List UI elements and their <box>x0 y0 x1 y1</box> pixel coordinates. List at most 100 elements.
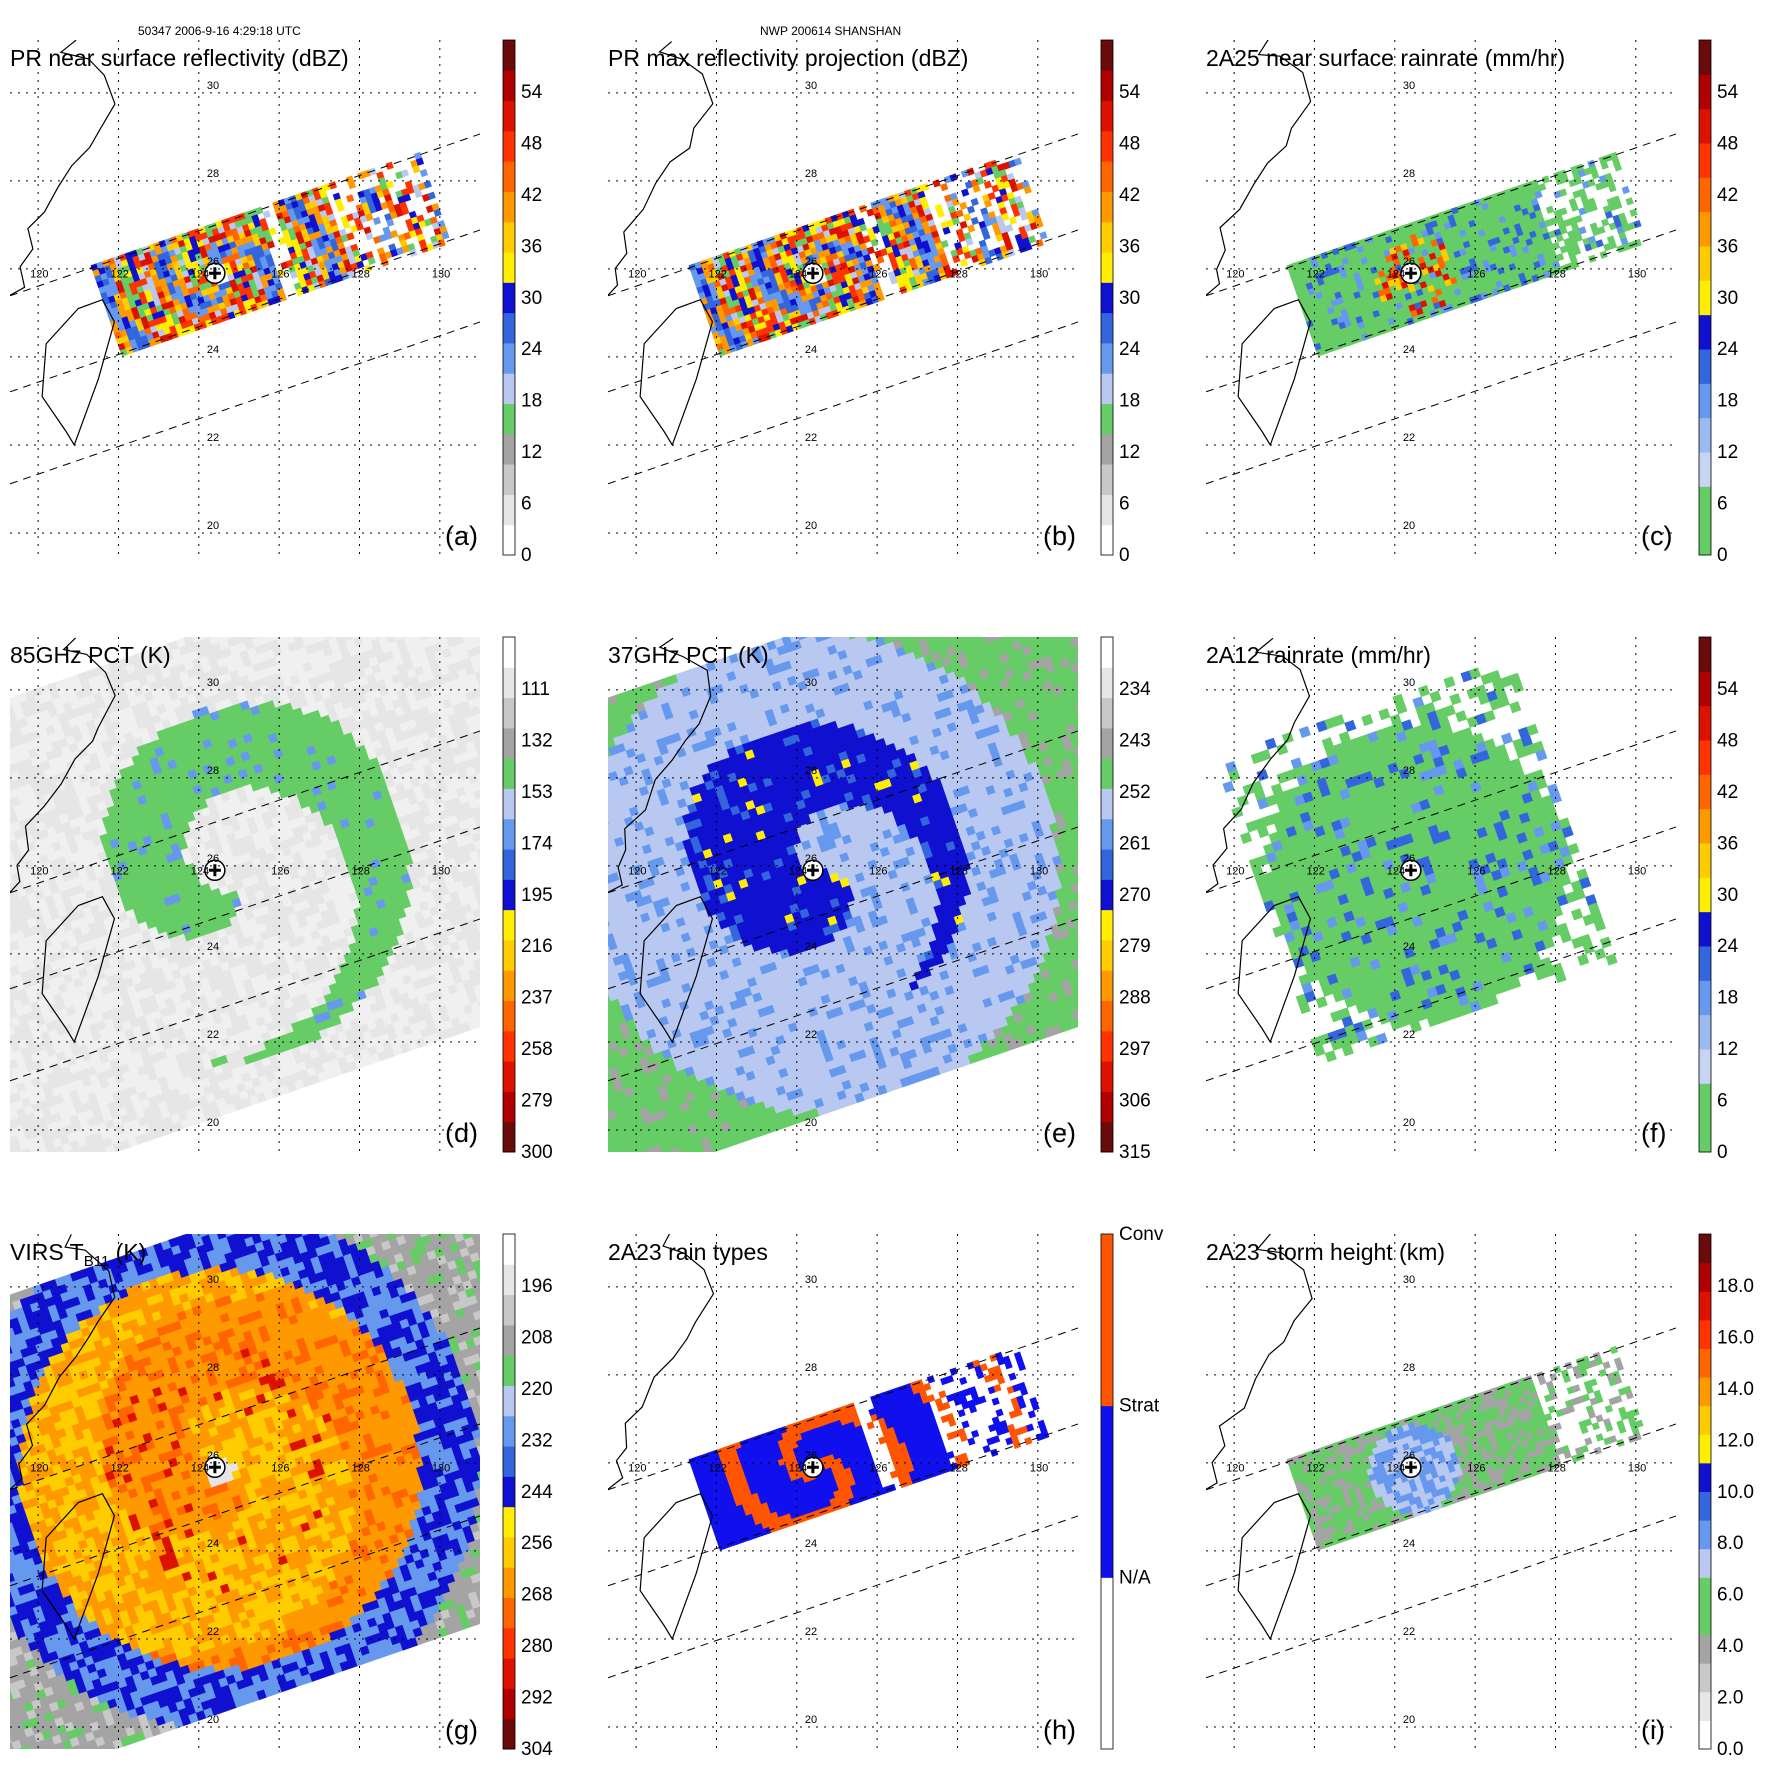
colorbar-segment <box>1699 1434 1711 1464</box>
data-field <box>608 637 1078 1152</box>
colorbar-tick: 54 <box>1717 679 1739 700</box>
colorbar-segment <box>1101 1234 1113 1407</box>
colorbar-tick: 54 <box>1717 82 1739 103</box>
panel-title: PR near surface reflectivity (dBZ) <box>10 45 349 71</box>
panel-title: 2A23 storm height (km) <box>1206 1239 1445 1265</box>
lon-label: 128 <box>351 269 369 281</box>
colorbar: 54 48 42 36 30 24 18 12 6 0 <box>1100 39 1141 566</box>
lon-label: 122 <box>110 1463 128 1475</box>
lon-label: 122 <box>1306 269 1324 281</box>
lat-label: 20 <box>1403 1117 1415 1129</box>
colorbar-segment <box>1699 911 1711 947</box>
colorbar-tick: 30 <box>1119 288 1140 309</box>
lat-label: 20 <box>207 1714 219 1726</box>
colorbar-segment <box>1101 40 1113 71</box>
lon-label: 128 <box>1547 269 1565 281</box>
colorbar-tick: 111 <box>521 679 550 700</box>
colorbar-segment <box>503 40 515 71</box>
lat-label: 30 <box>1403 677 1415 689</box>
lon-label: 124 <box>1387 1463 1405 1475</box>
colorbar-tick: 0 <box>521 545 532 566</box>
lat-label: 24 <box>805 344 817 356</box>
colorbar-segment <box>1699 1491 1711 1521</box>
lat-label: 30 <box>805 677 817 689</box>
colorbar-tick: 48 <box>1717 133 1738 154</box>
lon-label: 124 <box>789 1463 807 1475</box>
lon-label: 120 <box>1226 1463 1244 1475</box>
lon-label: 126 <box>271 269 289 281</box>
lon-label: 124 <box>1387 269 1405 281</box>
map-area: 120 122 124 126 128 130 30 28 26 24 22 20 <box>608 1234 1078 1749</box>
colorbar-segment <box>1699 1720 1711 1750</box>
storm-center-icon <box>1404 1461 1417 1474</box>
lon-label: 120 <box>30 269 48 281</box>
colorbar-segment <box>1101 312 1113 344</box>
lat-label: 30 <box>207 677 219 689</box>
colorbar-tick: 256 <box>521 1533 553 1554</box>
colorbar-tick: 18 <box>1717 391 1738 412</box>
lat-label: 28 <box>805 765 817 777</box>
grid <box>10 40 480 555</box>
colorbar-tick: 6.0 <box>1717 1585 1743 1606</box>
colorbar-segment <box>1699 980 1711 1016</box>
colorbar-tick: 36 <box>1717 236 1738 257</box>
colorbar-tick: 42 <box>521 185 542 206</box>
colorbar-segment <box>1101 373 1113 405</box>
map-area: 120 122 124 126 128 130 30 28 26 24 22 20 <box>10 1234 480 1749</box>
colorbar-tick: 234 <box>1119 679 1151 700</box>
colorbar-tick: 216 <box>521 936 553 957</box>
lat-label: 22 <box>805 1029 817 1041</box>
storm-center-icon <box>806 267 819 280</box>
colorbar-tick: 280 <box>521 1636 553 1657</box>
colorbar-tick: 30 <box>1717 885 1738 906</box>
colorbar-segment <box>503 788 515 820</box>
colorbar-tick: 0 <box>1717 545 1728 566</box>
data-field <box>10 1234 480 1749</box>
colorbar-segment <box>503 252 515 283</box>
lon-label: 130 <box>1628 866 1646 878</box>
colorbar-segment <box>1699 1319 1711 1349</box>
coastline <box>1206 40 1312 447</box>
lat-label: 28 <box>207 168 219 180</box>
map-area: 120 122 124 126 128 130 30 28 26 24 22 20 <box>10 40 480 555</box>
colorbar-segment <box>1699 177 1711 213</box>
colorbar-segment <box>1101 282 1113 314</box>
lon-label: 128 <box>351 866 369 878</box>
grid <box>608 637 1078 1152</box>
lon-label: 120 <box>628 269 646 281</box>
colorbar-tick: 0 <box>1717 1142 1728 1163</box>
lon-label: 128 <box>949 1463 967 1475</box>
colorbar-segment <box>503 1476 515 1508</box>
lon-label: 124 <box>191 269 209 281</box>
colorbar-tick: 12 <box>1717 442 1738 463</box>
lon-label: 120 <box>30 866 48 878</box>
lat-label: 30 <box>805 1274 817 1286</box>
colorbar-tick: 6 <box>1119 494 1130 515</box>
coastline <box>608 637 714 1044</box>
colorbar-segment <box>1699 452 1711 487</box>
colorbar-segment <box>1699 774 1711 810</box>
colorbar-segment <box>1699 1049 1711 1084</box>
colorbar-segment <box>1699 108 1711 144</box>
colorbar-segment <box>1101 727 1113 759</box>
coastline <box>1206 637 1312 1044</box>
colorbar-tick: 36 <box>1119 236 1140 257</box>
grid <box>1206 1234 1676 1749</box>
colorbar-tick: 6 <box>1717 494 1728 515</box>
coastline <box>10 1234 116 1641</box>
colorbar-segment <box>1699 877 1711 913</box>
colorbar-segment <box>503 1091 515 1123</box>
colorbar-tick: 48 <box>521 133 542 154</box>
lat-label: 26 <box>1403 256 1415 268</box>
data-field <box>1286 1345 1644 1551</box>
colorbar-segment <box>503 637 515 668</box>
storm-center-icon <box>806 1461 819 1474</box>
colorbar-tick: 208 <box>521 1327 553 1348</box>
lat-label: 28 <box>207 765 219 777</box>
data-field <box>1222 667 1618 1063</box>
colorbar-tick: 12 <box>1717 1039 1738 1060</box>
lon-label: 122 <box>1306 866 1324 878</box>
colorbar-segment <box>503 1030 515 1062</box>
colorbar-segment <box>503 667 515 699</box>
